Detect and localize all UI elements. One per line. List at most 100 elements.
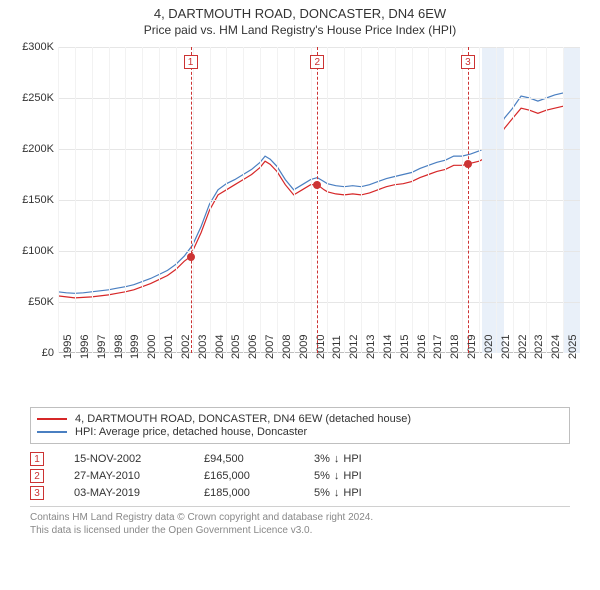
x-gridline bbox=[176, 47, 177, 353]
x-gridline bbox=[378, 47, 379, 353]
x-tick-label: 2003 bbox=[197, 335, 209, 359]
y-gridline bbox=[58, 200, 580, 201]
sale-vertical-line bbox=[191, 47, 192, 353]
x-tick-label: 2013 bbox=[365, 335, 377, 359]
x-gridline bbox=[294, 47, 295, 353]
sale-row: 3 03-MAY-2019£185,0005% ↓HPI bbox=[30, 486, 570, 500]
sale-delta: 5% ↓HPI bbox=[314, 470, 424, 482]
x-gridline bbox=[412, 47, 413, 353]
x-gridline bbox=[479, 47, 480, 353]
y-tick-label: £200K bbox=[12, 143, 54, 155]
y-tick-label: £150K bbox=[12, 194, 54, 206]
y-tick-label: £100K bbox=[12, 245, 54, 257]
legend-swatch bbox=[37, 431, 67, 433]
sale-marker-small: 1 bbox=[30, 452, 44, 466]
sale-delta-pct: 5% bbox=[314, 487, 330, 499]
sale-marker: 1 bbox=[184, 55, 198, 69]
legend-item: 4, DARTMOUTH ROAD, DONCASTER, DN4 6EW (d… bbox=[37, 413, 563, 425]
x-tick-label: 2025 bbox=[567, 335, 579, 359]
sale-point bbox=[313, 181, 321, 189]
sale-date: 03-MAY-2019 bbox=[74, 487, 204, 499]
sale-delta: 3% ↓HPI bbox=[314, 453, 424, 465]
x-tick-label: 2016 bbox=[416, 335, 428, 359]
footer-line-1: Contains HM Land Registry data © Crown c… bbox=[30, 511, 570, 524]
sale-point bbox=[464, 160, 472, 168]
arrow-down-icon: ↓ bbox=[334, 487, 340, 499]
x-tick-label: 2004 bbox=[214, 335, 226, 359]
x-tick-label: 2008 bbox=[281, 335, 293, 359]
x-gridline bbox=[75, 47, 76, 353]
legend-item: HPI: Average price, detached house, Donc… bbox=[37, 426, 563, 438]
x-tick-label: 2001 bbox=[163, 335, 175, 359]
sale-marker-small: 3 bbox=[30, 486, 44, 500]
sales-table: 115-NOV-2002£94,5003%↓HPI227-MAY-2010£16… bbox=[30, 452, 570, 500]
arrow-down-icon: ↓ bbox=[334, 470, 340, 482]
x-gridline bbox=[395, 47, 396, 353]
sale-vertical-line bbox=[317, 47, 318, 353]
sale-marker: 3 bbox=[461, 55, 475, 69]
sale-row: 115-NOV-2002£94,5003%↓HPI bbox=[30, 452, 570, 466]
x-tick-label: 2014 bbox=[382, 335, 394, 359]
legend-label: HPI: Average price, detached house, Donc… bbox=[75, 426, 307, 438]
x-gridline bbox=[311, 47, 312, 353]
x-gridline bbox=[260, 47, 261, 353]
sale-delta-ref: HPI bbox=[343, 470, 361, 482]
x-tick-label: 2021 bbox=[500, 335, 512, 359]
x-tick-label: 1995 bbox=[62, 335, 74, 359]
legend-label: 4, DARTMOUTH ROAD, DONCASTER, DN4 6EW (d… bbox=[75, 413, 411, 425]
x-gridline bbox=[496, 47, 497, 353]
x-tick-label: 2012 bbox=[348, 335, 360, 359]
y-gridline bbox=[58, 98, 580, 99]
page-subtitle: Price paid vs. HM Land Registry's House … bbox=[10, 23, 590, 37]
attribution-footer: Contains HM Land Registry data © Crown c… bbox=[30, 506, 570, 537]
x-gridline bbox=[327, 47, 328, 353]
sale-delta-pct: 5% bbox=[314, 470, 330, 482]
x-gridline bbox=[344, 47, 345, 353]
sale-delta-ref: HPI bbox=[343, 487, 361, 499]
sale-date: 27-MAY-2010 bbox=[74, 470, 204, 482]
x-gridline bbox=[428, 47, 429, 353]
y-tick-label: £50K bbox=[12, 296, 54, 308]
x-tick-label: 2011 bbox=[331, 335, 343, 359]
x-tick-label: 2017 bbox=[432, 335, 444, 359]
y-gridline bbox=[58, 149, 580, 150]
x-tick-label: 2024 bbox=[550, 335, 562, 359]
x-tick-label: 2007 bbox=[264, 335, 276, 359]
sale-price: £185,000 bbox=[204, 487, 314, 499]
sale-marker-small: 2 bbox=[30, 469, 44, 483]
x-tick-label: 2023 bbox=[533, 335, 545, 359]
x-gridline bbox=[125, 47, 126, 353]
x-gridline bbox=[58, 47, 59, 353]
sale-delta-pct: 3% bbox=[314, 453, 330, 465]
x-gridline bbox=[277, 47, 278, 353]
y-tick-label: £300K bbox=[12, 41, 54, 53]
y-gridline bbox=[58, 302, 580, 303]
y-gridline bbox=[58, 47, 580, 48]
x-tick-label: 2000 bbox=[146, 335, 158, 359]
x-tick-label: 2005 bbox=[230, 335, 242, 359]
x-gridline bbox=[193, 47, 194, 353]
legend-swatch bbox=[37, 418, 67, 420]
sale-marker: 2 bbox=[310, 55, 324, 69]
x-tick-label: 1996 bbox=[79, 335, 91, 359]
x-tick-label: 2009 bbox=[298, 335, 310, 359]
x-tick-label: 2015 bbox=[399, 335, 411, 359]
x-tick-label: 2020 bbox=[483, 335, 495, 359]
y-tick-label: £0 bbox=[12, 347, 54, 359]
y-gridline bbox=[58, 251, 580, 252]
x-tick-label: 2022 bbox=[517, 335, 529, 359]
x-gridline bbox=[445, 47, 446, 353]
x-tick-label: 2006 bbox=[247, 335, 259, 359]
x-gridline bbox=[159, 47, 160, 353]
arrow-down-icon: ↓ bbox=[334, 453, 340, 465]
x-gridline bbox=[142, 47, 143, 353]
sale-price: £165,000 bbox=[204, 470, 314, 482]
x-gridline bbox=[546, 47, 547, 353]
x-gridline bbox=[226, 47, 227, 353]
x-tick-label: 1997 bbox=[96, 335, 108, 359]
sale-vertical-line bbox=[468, 47, 469, 353]
legend: 4, DARTMOUTH ROAD, DONCASTER, DN4 6EW (d… bbox=[30, 407, 570, 444]
x-gridline bbox=[92, 47, 93, 353]
sale-delta-ref: HPI bbox=[343, 453, 361, 465]
x-gridline bbox=[462, 47, 463, 353]
